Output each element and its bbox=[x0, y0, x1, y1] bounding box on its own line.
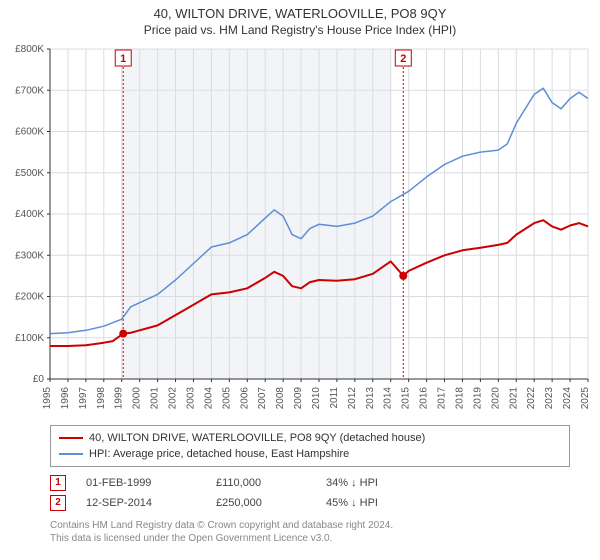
legend: 40, WILTON DRIVE, WATERLOOVILLE, PO8 9QY… bbox=[50, 425, 570, 467]
svg-text:2020: 2020 bbox=[490, 387, 501, 410]
svg-text:2021: 2021 bbox=[508, 387, 519, 410]
svg-text:2023: 2023 bbox=[544, 387, 555, 410]
svg-text:2015: 2015 bbox=[401, 387, 412, 410]
chart-title: 40, WILTON DRIVE, WATERLOOVILLE, PO8 9QY bbox=[0, 0, 600, 21]
svg-text:£100K: £100K bbox=[15, 333, 44, 344]
footer-note: Contains HM Land Registry data © Crown c… bbox=[50, 519, 570, 545]
legend-row-hpi: HPI: Average price, detached house, East… bbox=[59, 446, 561, 462]
svg-text:£200K: £200K bbox=[15, 292, 44, 303]
svg-text:2007: 2007 bbox=[257, 387, 268, 410]
legend-label-property: 40, WILTON DRIVE, WATERLOOVILLE, PO8 9QY… bbox=[89, 430, 425, 446]
event-table: 1 01-FEB-1999 £110,000 34% ↓ HPI 2 12-SE… bbox=[50, 473, 570, 513]
svg-text:2010: 2010 bbox=[311, 387, 322, 410]
event-pct-2: 45% ↓ HPI bbox=[326, 493, 436, 513]
legend-label-hpi: HPI: Average price, detached house, East… bbox=[89, 446, 349, 462]
svg-text:1996: 1996 bbox=[60, 387, 71, 410]
svg-text:2013: 2013 bbox=[365, 387, 376, 410]
svg-text:£400K: £400K bbox=[15, 209, 44, 220]
svg-text:2024: 2024 bbox=[562, 387, 573, 410]
svg-text:2005: 2005 bbox=[221, 387, 232, 410]
svg-text:1998: 1998 bbox=[96, 387, 107, 410]
svg-text:2018: 2018 bbox=[454, 387, 465, 410]
svg-text:2014: 2014 bbox=[383, 387, 394, 410]
svg-text:£300K: £300K bbox=[15, 250, 44, 261]
svg-text:2019: 2019 bbox=[472, 387, 483, 410]
svg-text:2025: 2025 bbox=[580, 387, 591, 410]
svg-text:2017: 2017 bbox=[437, 387, 448, 410]
svg-text:£700K: £700K bbox=[15, 85, 44, 96]
svg-text:2011: 2011 bbox=[329, 387, 340, 409]
svg-text:£800K: £800K bbox=[15, 44, 44, 55]
event-badge-2: 2 bbox=[50, 495, 66, 511]
svg-text:2008: 2008 bbox=[275, 387, 286, 410]
svg-text:£0: £0 bbox=[33, 374, 45, 385]
svg-text:1: 1 bbox=[120, 53, 126, 65]
svg-text:1999: 1999 bbox=[114, 387, 125, 410]
svg-text:2002: 2002 bbox=[168, 387, 179, 410]
svg-text:2003: 2003 bbox=[185, 387, 196, 410]
event-date-1: 01-FEB-1999 bbox=[86, 473, 196, 493]
event-pct-1: 34% ↓ HPI bbox=[326, 473, 436, 493]
chart-subtitle: Price paid vs. HM Land Registry's House … bbox=[0, 21, 600, 41]
legend-swatch-hpi bbox=[59, 453, 83, 455]
event-price-1: £110,000 bbox=[216, 473, 306, 493]
event-badge-1: 1 bbox=[50, 475, 66, 491]
svg-text:1997: 1997 bbox=[78, 387, 89, 410]
chart-plot: £0 £100K £200K £300K £400K £500K £600K £700K £80… bbox=[0, 41, 600, 421]
svg-text:2009: 2009 bbox=[293, 387, 304, 410]
svg-text:2000: 2000 bbox=[132, 387, 143, 410]
svg-text:2006: 2006 bbox=[239, 387, 250, 410]
svg-text:2022: 2022 bbox=[526, 387, 537, 410]
event-row-1: 1 01-FEB-1999 £110,000 34% ↓ HPI bbox=[50, 473, 570, 493]
footer-line-2: This data is licensed under the Open Gov… bbox=[50, 532, 570, 545]
event-date-2: 12-SEP-2014 bbox=[86, 493, 196, 513]
footer-line-1: Contains HM Land Registry data © Crown c… bbox=[50, 519, 570, 532]
svg-text:2001: 2001 bbox=[150, 387, 161, 410]
svg-text:2004: 2004 bbox=[203, 387, 214, 410]
svg-text:2016: 2016 bbox=[419, 387, 430, 410]
legend-swatch-property bbox=[59, 437, 83, 439]
svg-text:2: 2 bbox=[400, 53, 406, 65]
event-price-2: £250,000 bbox=[216, 493, 306, 513]
svg-text:£500K: £500K bbox=[15, 168, 44, 179]
svg-text:2012: 2012 bbox=[347, 387, 358, 410]
chart-container: 40, WILTON DRIVE, WATERLOOVILLE, PO8 9QY… bbox=[0, 0, 600, 560]
svg-text:£600K: £600K bbox=[15, 127, 44, 138]
event-row-2: 2 12-SEP-2014 £250,000 45% ↓ HPI bbox=[50, 493, 570, 513]
svg-text:1995: 1995 bbox=[42, 387, 53, 410]
legend-row-property: 40, WILTON DRIVE, WATERLOOVILLE, PO8 9QY… bbox=[59, 430, 561, 446]
